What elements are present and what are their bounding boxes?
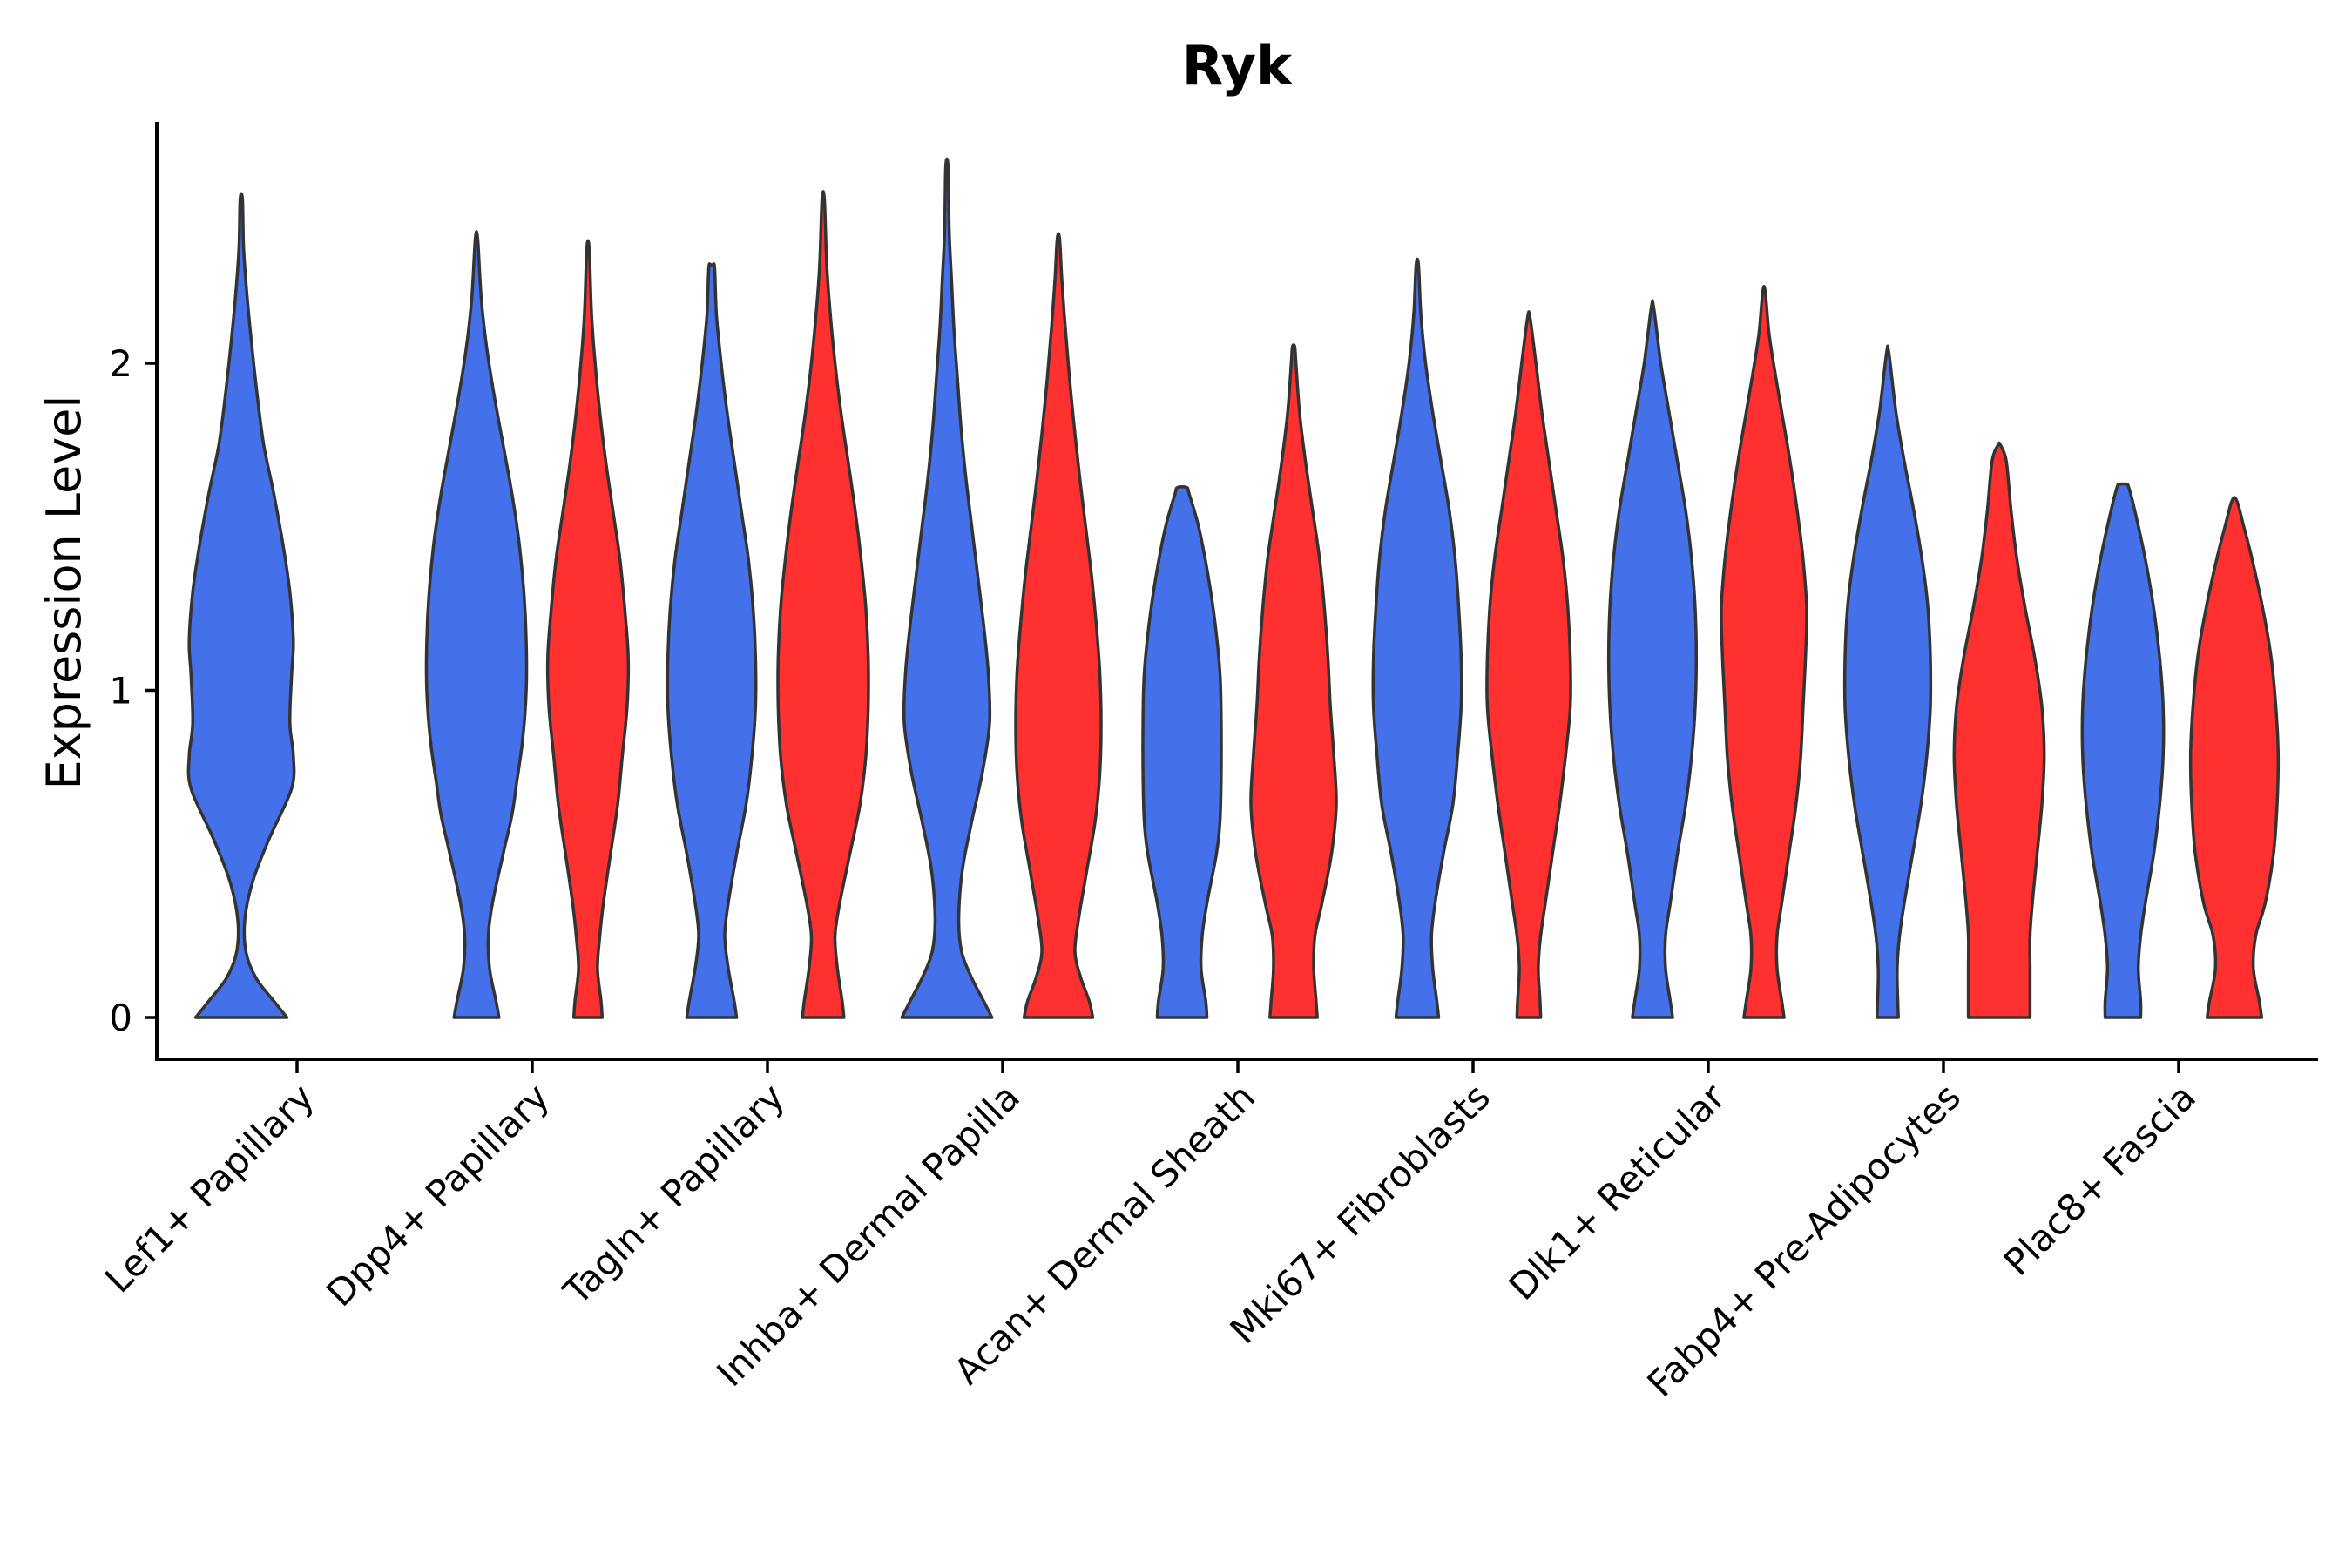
y-tick-label: 2 xyxy=(109,342,132,385)
x-tick-label: Tagln+ Papillary xyxy=(555,1075,793,1313)
violin-blue-2 xyxy=(666,262,758,1019)
x-tick-label: Plac8+ Fascia xyxy=(1996,1075,2204,1283)
violin-red-6 xyxy=(1720,285,1808,1019)
x-tick-label: Dlk1+ Reticular xyxy=(1501,1075,1734,1308)
violin-red-8 xyxy=(2188,496,2281,1019)
violin-blue-7 xyxy=(1842,344,1933,1019)
y-tick-label: 0 xyxy=(109,997,132,1039)
y-tick-label: 1 xyxy=(109,670,132,713)
violin-red-2 xyxy=(776,190,870,1019)
violin-red-4 xyxy=(1249,343,1338,1019)
violin-blue-1 xyxy=(424,230,529,1019)
chart-title: Ryk xyxy=(1182,34,1294,98)
x-tick-label: Dpp4+ Papillary xyxy=(318,1075,558,1315)
violin-red-3 xyxy=(1014,232,1103,1019)
violin-blue-4 xyxy=(1141,484,1223,1019)
violin-blue-0 xyxy=(186,192,296,1019)
y-axis-ticks: 0 1 2 xyxy=(109,342,157,1039)
violin-blue-3 xyxy=(900,157,994,1019)
violin-red-7 xyxy=(1952,441,2046,1019)
violin-red-1 xyxy=(545,239,631,1019)
violin-blue-5 xyxy=(1371,257,1463,1019)
violin-layer xyxy=(186,157,2281,1019)
violin-blue-6 xyxy=(1606,299,1699,1019)
violin-red-5 xyxy=(1485,310,1572,1019)
x-tick-label: Lef1+ Papillary xyxy=(97,1075,322,1301)
violin-blue-8 xyxy=(2080,482,2166,1019)
y-axis-label: Expression Level xyxy=(37,395,91,790)
x-tick-label: Mki67+ Fibroblasts xyxy=(1222,1075,1498,1351)
